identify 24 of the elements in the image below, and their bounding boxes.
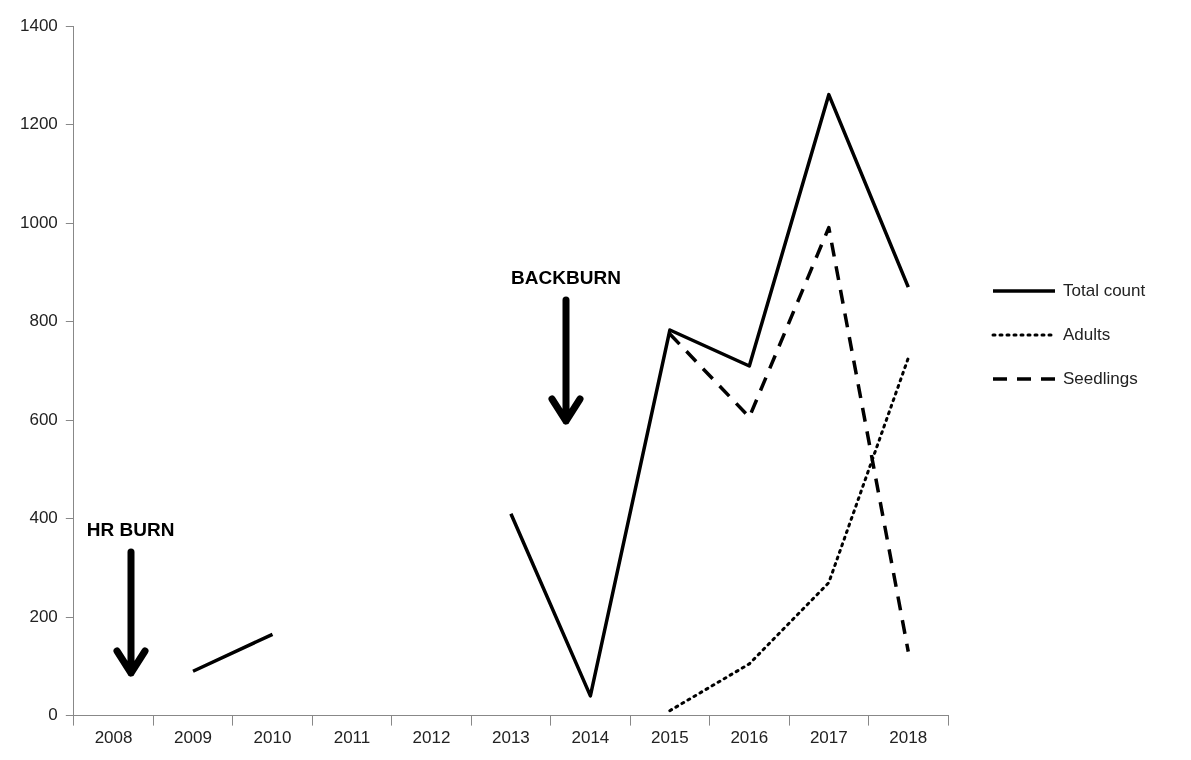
x-tick-label: 2015	[650, 728, 689, 748]
x-tick-label: 2010	[253, 728, 292, 748]
annotation: BACKBURN	[511, 267, 621, 289]
x-tick-label: 2018	[889, 728, 928, 748]
y-tick-label: 200	[29, 606, 58, 626]
legend-label: Adults	[1063, 324, 1111, 344]
legend-label: Seedlings	[1063, 368, 1138, 388]
x-tick-label: 2009	[174, 728, 212, 748]
x-tick-label: 2011	[333, 728, 371, 748]
y-tick-label: 1000	[19, 212, 58, 232]
annotation: HR BURN	[86, 518, 175, 540]
x-tick-label: 2012	[412, 728, 451, 748]
x-tick-label: 2017	[809, 728, 848, 748]
x-tick-label: 2013	[492, 728, 530, 748]
legend-label: Total count	[1063, 280, 1146, 300]
y-tick-label: 1200	[19, 114, 58, 134]
x-tick-label: 2008	[94, 728, 133, 748]
y-tick-label: 600	[29, 409, 58, 429]
x-tick-label: 2014	[571, 728, 610, 748]
y-tick-label: 400	[29, 508, 58, 528]
x-tick-label: 2016	[730, 728, 769, 748]
y-tick-label: 0	[48, 705, 58, 725]
y-tick-label: 800	[29, 311, 58, 331]
y-tick-label: 1400	[19, 15, 58, 35]
